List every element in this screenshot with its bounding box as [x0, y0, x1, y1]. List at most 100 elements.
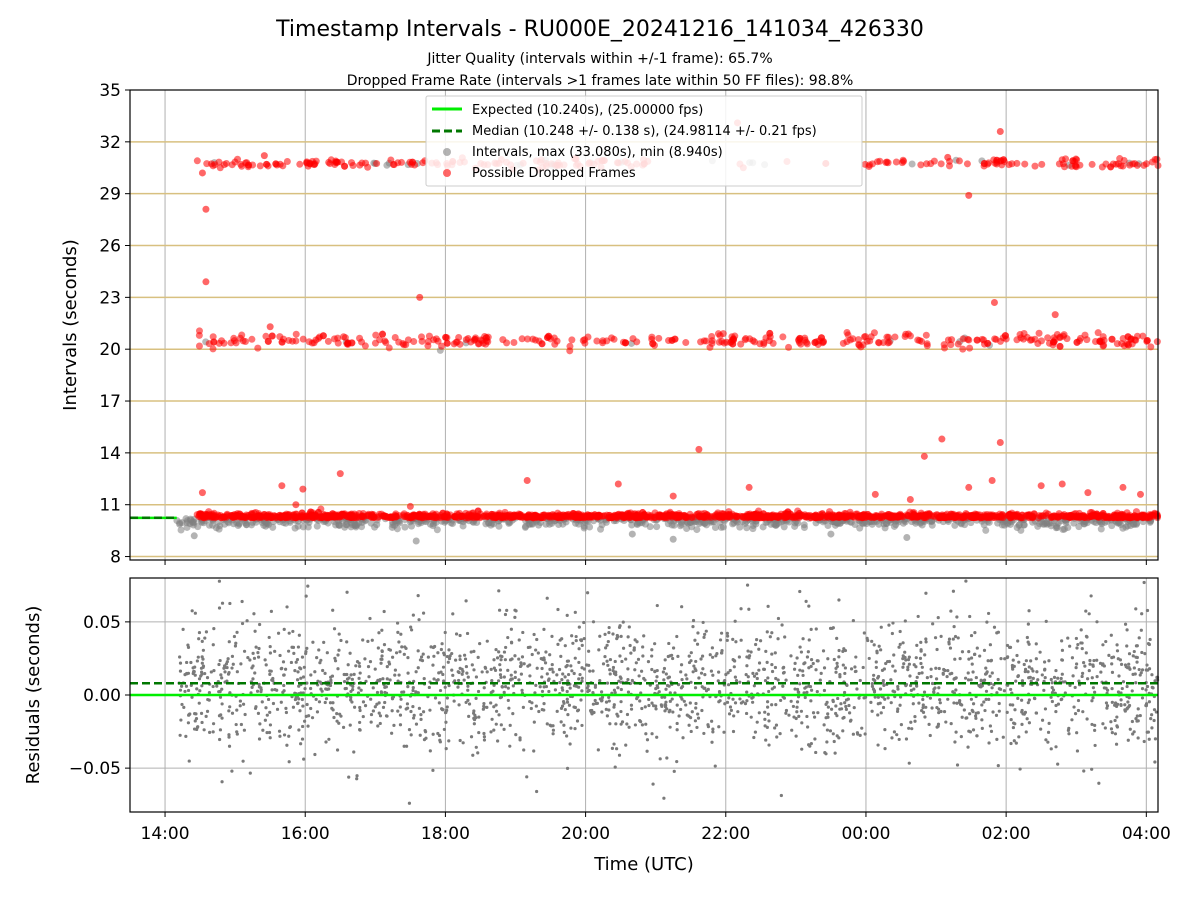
residual-point	[1147, 737, 1151, 741]
bottom-y-tick-label: 0.00	[83, 686, 121, 706]
dropped-frame-point	[835, 511, 843, 519]
residual-point	[625, 712, 630, 717]
residual-point	[629, 651, 633, 655]
residual-point	[879, 711, 883, 715]
residual-point	[700, 708, 704, 713]
residual-point	[924, 637, 928, 641]
residual-point	[618, 654, 622, 658]
residual-point	[353, 705, 357, 709]
residual-point	[612, 705, 616, 709]
dropped-frame-point	[783, 513, 791, 521]
residual-point	[551, 728, 556, 732]
residual-point	[234, 641, 238, 645]
residual-point	[297, 633, 301, 637]
dropped-frame-point	[686, 510, 694, 518]
residual-point	[1026, 670, 1030, 674]
residual-point	[901, 641, 905, 645]
dropped-frame-point	[639, 509, 647, 517]
residual-point	[910, 727, 914, 731]
residual-point	[909, 720, 913, 724]
residual-point	[757, 661, 762, 665]
dropped-frame-point	[264, 337, 272, 345]
dropped-frame-point	[364, 163, 372, 171]
residual-point	[801, 637, 805, 641]
residual-point	[336, 667, 340, 671]
interval-point	[433, 526, 441, 534]
residual-point	[1080, 674, 1084, 679]
residual-point	[489, 730, 493, 734]
dropped-frame-point	[554, 513, 562, 521]
residual-point	[1095, 675, 1099, 679]
residual-point	[731, 729, 736, 734]
residual-point	[379, 690, 383, 694]
residual-point	[916, 614, 920, 619]
residual-point	[763, 717, 767, 721]
residual-point	[858, 733, 862, 737]
residual-point	[184, 684, 189, 688]
residual-point	[348, 651, 352, 655]
residual-point	[496, 739, 500, 743]
residual-point	[566, 713, 570, 717]
dropped-frame-point	[373, 160, 381, 168]
residual-point	[964, 579, 968, 583]
residual-point	[774, 702, 778, 707]
residual-point	[745, 583, 750, 587]
residual-point	[743, 702, 748, 706]
dropped-frame-point	[330, 335, 338, 343]
residual-point	[731, 637, 735, 641]
interval-point	[212, 524, 220, 532]
bottom-y-tick-label: 0.05	[83, 613, 121, 633]
dropped-frame-point	[518, 513, 526, 521]
interval-point	[759, 523, 767, 531]
residual-point	[919, 648, 923, 652]
residual-point	[383, 685, 387, 689]
dropped-frame-point	[937, 160, 945, 168]
residual-point	[482, 738, 487, 742]
residual-point	[696, 716, 701, 720]
residual-point	[864, 695, 868, 699]
residual-point	[930, 681, 935, 686]
residual-point	[990, 686, 994, 690]
dropped-frame-point	[973, 336, 981, 344]
residual-point	[784, 708, 789, 713]
residual-point	[558, 680, 562, 685]
residual-point	[641, 654, 645, 658]
residual-point	[258, 622, 262, 627]
residual-point	[1031, 669, 1035, 673]
residual-point	[1110, 662, 1114, 666]
dropped-frame-point	[1124, 340, 1132, 348]
dropped-frame-point	[202, 205, 210, 213]
residual-point	[985, 670, 989, 674]
residual-point	[558, 638, 562, 642]
residual-point	[435, 678, 439, 683]
residual-point	[305, 681, 309, 685]
residual-point	[837, 736, 841, 740]
residual-point	[1135, 714, 1139, 718]
residual-point	[1127, 666, 1131, 670]
residual-point	[178, 655, 182, 659]
residual-point	[261, 728, 265, 732]
residual-point	[506, 686, 510, 690]
residual-point	[464, 664, 469, 669]
residual-point	[832, 657, 836, 662]
residual-point	[882, 667, 886, 671]
residual-point	[1115, 643, 1119, 647]
residual-point	[935, 647, 939, 652]
residual-point	[1066, 636, 1070, 640]
dropped-frame-point	[1058, 480, 1066, 488]
residual-point	[920, 665, 924, 669]
residual-point	[755, 672, 759, 676]
residual-point	[909, 688, 913, 693]
residual-point	[190, 609, 194, 613]
residual-point	[220, 687, 224, 691]
residual-point	[299, 676, 303, 680]
residual-point	[1142, 580, 1146, 585]
dropped-frame-point	[278, 482, 286, 490]
residual-point	[304, 594, 308, 598]
residual-point	[358, 720, 362, 725]
residual-point	[239, 662, 243, 666]
residual-point	[349, 673, 353, 677]
dropped-frame-point	[356, 161, 364, 169]
residual-point	[725, 634, 730, 638]
interval-point	[994, 519, 1002, 527]
